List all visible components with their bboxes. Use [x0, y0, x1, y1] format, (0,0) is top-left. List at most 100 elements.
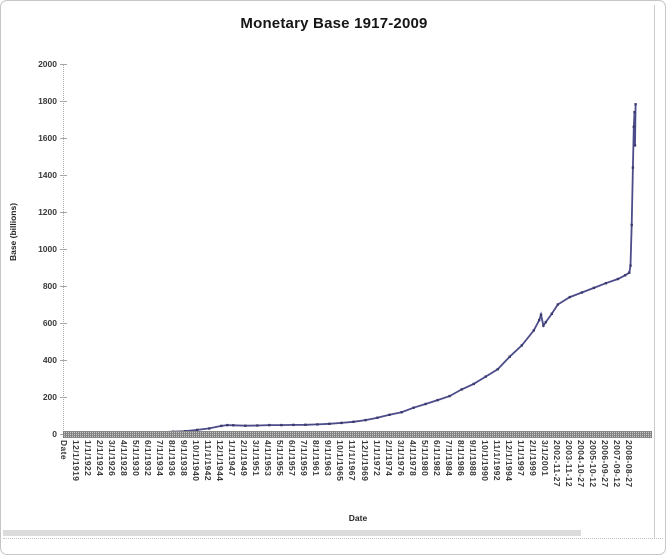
- y-tick-mark: [60, 397, 67, 398]
- x-tick-label: 5/1/1980: [419, 440, 430, 477]
- data-point-marker: [550, 312, 553, 315]
- data-point-marker: [616, 277, 620, 281]
- y-tick-mark: [60, 360, 67, 361]
- x-tick-label: 3/1/2001: [539, 440, 550, 477]
- data-point-marker: [244, 424, 247, 427]
- data-point-marker: [280, 423, 283, 427]
- x-tick-label: 4/1/1928: [119, 440, 130, 477]
- data-point-marker: [532, 329, 535, 332]
- y-tick-label: 1000: [38, 244, 57, 254]
- x-tick-label: 6/1/1982: [431, 440, 442, 477]
- x-tick-label: 5/1/1930: [131, 440, 142, 477]
- data-point-marker: [340, 421, 343, 425]
- x-tick-label: 3/1/1951: [251, 440, 262, 477]
- x-tick-label: 11/1/1942: [203, 440, 214, 481]
- y-tick-label: 0: [52, 429, 57, 439]
- x-tick-label: 9/1/1963: [323, 440, 334, 477]
- x-tick-label: 11/1/1967: [347, 440, 358, 481]
- y-tick-mark: [60, 212, 67, 213]
- data-point-marker: [538, 319, 541, 322]
- x-axis-title: Date: [348, 513, 368, 523]
- x-tick-label: 12/1/1994: [503, 440, 514, 482]
- data-point-marker: [196, 428, 199, 432]
- x-tick-label: 5/1/1955: [275, 440, 286, 477]
- x-tick-label: 6/1/1957: [287, 440, 298, 477]
- data-point-marker: [226, 423, 229, 427]
- y-tick-label: 1200: [38, 207, 57, 217]
- data-point-marker: [556, 303, 559, 306]
- x-tick-label: 2006-09-27: [599, 440, 610, 488]
- data-point-marker: [436, 398, 439, 402]
- data-point-marker: [630, 223, 633, 227]
- data-point-marker: [632, 125, 635, 129]
- data-point-marker: [508, 355, 511, 358]
- data-point-marker: [208, 427, 211, 430]
- x-tick-label: 2/1/1999: [527, 440, 538, 477]
- data-point-marker: [633, 110, 636, 114]
- x-tick-label: 4/1/1953: [263, 440, 274, 477]
- x-tick-label: 2/1/1924: [95, 440, 106, 477]
- data-point-marker: [633, 144, 637, 147]
- x-tick-label: 3/1/1976: [395, 440, 406, 477]
- data-point-marker: [292, 423, 295, 427]
- right-border-line: [654, 5, 655, 538]
- data-point-marker: [412, 406, 415, 409]
- x-tick-label: 10/1/1940: [191, 440, 202, 482]
- x-tick-label: 3/1/1926: [107, 440, 118, 477]
- x-tick-label: 12/1/1969: [359, 440, 370, 482]
- y-tick-label: 600: [42, 318, 57, 328]
- x-tick-label: 8/1/1986: [455, 440, 466, 477]
- y-tick-label: 200: [42, 392, 57, 402]
- data-point-marker: [634, 103, 637, 106]
- x-tick-label: 11/1/1992: [491, 440, 502, 481]
- y-tick-label: 800: [42, 281, 57, 291]
- y-tick-mark: [60, 249, 67, 250]
- x-tick-label: 2002-11-27: [551, 440, 562, 488]
- data-point-marker: [484, 375, 487, 378]
- data-point-marker: [352, 420, 355, 423]
- y-tick-mark: [60, 138, 67, 139]
- data-point-marker: [472, 382, 475, 386]
- x-tick-label: 7/1/1959: [299, 440, 310, 477]
- data-point-marker: [424, 402, 427, 406]
- data-point-marker: [460, 388, 463, 391]
- y-tick-mark: [60, 286, 67, 287]
- x-tick-label: 12/1/1944: [215, 440, 226, 482]
- data-point-marker: [376, 416, 379, 419]
- x-tick-label: 1/1/1972: [371, 440, 382, 477]
- data-point-marker: [256, 424, 259, 427]
- y-tick-label: 2000: [38, 59, 57, 69]
- x-tick-label: 10/1/1990: [479, 440, 490, 482]
- x-tick-label: 1/1/1997: [515, 440, 526, 477]
- x-tick-label: 4/1/1978: [407, 440, 418, 477]
- x-tick-label: 2005-10-12: [587, 440, 598, 488]
- x-tick-label: Date: [59, 440, 69, 461]
- data-point-marker: [316, 423, 319, 426]
- x-tick-label: 2/1/1949: [239, 440, 250, 477]
- data-point-marker: [448, 394, 451, 398]
- data-point-marker: [542, 324, 545, 327]
- x-tick-label: 6/1/1932: [143, 440, 154, 477]
- x-axis-band: [63, 431, 652, 438]
- data-point-marker: [628, 271, 631, 274]
- y-tick-mark: [60, 175, 67, 176]
- data-point-marker: [580, 291, 584, 294]
- y-tick-label: 400: [42, 355, 57, 365]
- data-point-marker: [604, 282, 608, 285]
- y-tick-label: 1800: [38, 96, 57, 106]
- x-tick-label: 2008-08-27: [623, 440, 634, 488]
- data-point-marker: [544, 320, 547, 324]
- x-tick-label: 8/1/1936: [167, 440, 178, 477]
- chart-title: Monetary Base 1917-2009: [240, 15, 428, 32]
- y-tick-mark: [60, 323, 67, 324]
- data-point-marker: [568, 295, 571, 299]
- data-point-marker: [388, 413, 391, 416]
- data-point-marker: [496, 368, 499, 371]
- x-tick-label: 1/1/1922: [83, 440, 94, 477]
- x-tick-label: 2007-09-12: [611, 440, 622, 488]
- data-point-marker: [629, 264, 632, 267]
- data-point-marker: [268, 423, 271, 427]
- data-point-marker: [328, 422, 331, 425]
- y-tick-label: 1400: [38, 170, 57, 180]
- data-point-marker: [304, 423, 307, 426]
